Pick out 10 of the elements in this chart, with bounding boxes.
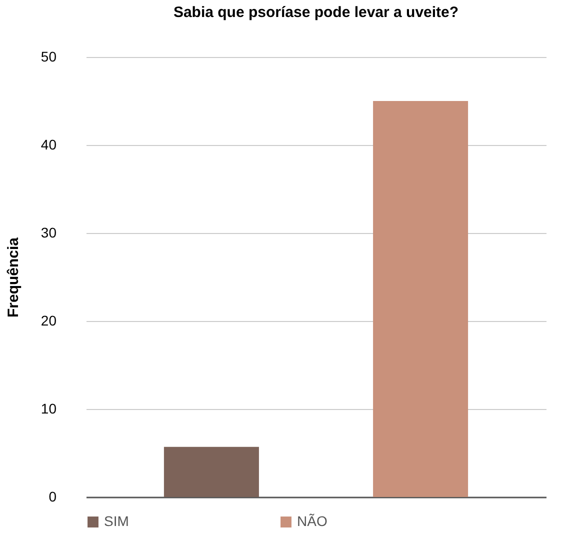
y-axis-title: Frequência	[4, 236, 22, 318]
legend-label: SIM	[104, 513, 129, 529]
chart-title: Sabia que psoríase pode levar a uveite?	[173, 4, 459, 21]
y-tick-label: 10	[40, 400, 57, 416]
y-tick-label: 0	[48, 488, 57, 504]
y-tick-label: 30	[40, 224, 57, 240]
y-tick-label: 40	[40, 136, 57, 152]
y-tick-label: 20	[40, 312, 57, 328]
y-tick-label: 50	[40, 48, 57, 64]
legend-label: NÃO	[297, 513, 328, 529]
